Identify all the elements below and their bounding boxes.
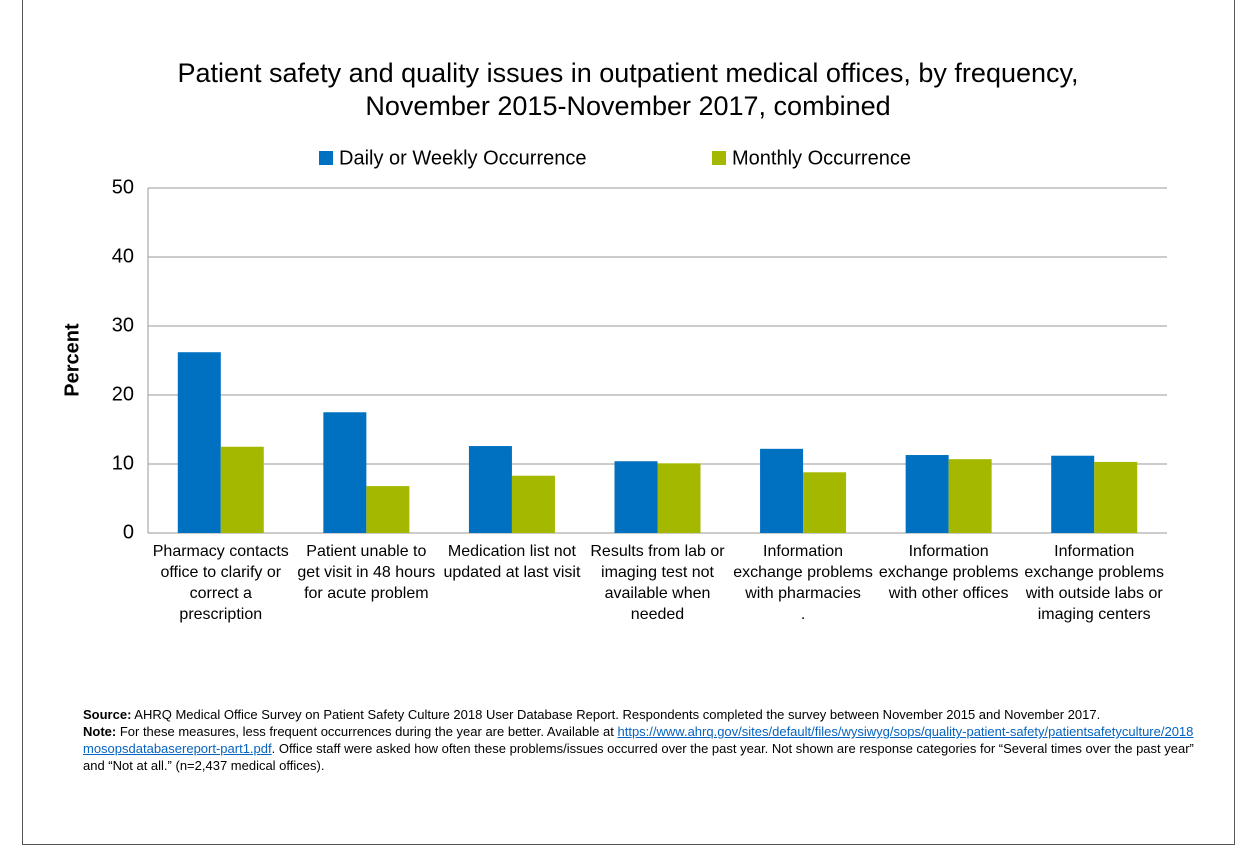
bar: [468, 446, 512, 533]
x-tick-label: Pharmacy contacts office to clarify or c…: [152, 543, 289, 623]
bar: [1051, 455, 1095, 533]
y-tick-label: 20: [112, 383, 134, 405]
legend-label: Monthly Occurrence: [732, 147, 911, 169]
bar: [177, 352, 221, 533]
bar: [366, 486, 410, 533]
bar: [614, 461, 658, 533]
source-label: Source:: [83, 707, 132, 722]
chart-title: Patient safety and quality issues in out…: [177, 58, 1078, 88]
bar: [323, 412, 367, 533]
bar: [1094, 461, 1138, 533]
legend-swatch: [712, 151, 726, 165]
x-tick-label: Patient unable to get visit in 48 hours …: [297, 543, 436, 602]
note-label: Note:: [83, 724, 117, 739]
legend-label: Daily or Weekly Occurrence: [339, 147, 586, 169]
link[interactable]: https://www.ahrq.gov/sites/default/files…: [83, 724, 1194, 756]
x-tick-label: Information exchange problems with other…: [878, 543, 1019, 602]
bar: [760, 448, 804, 533]
notes: Source: AHRQ Medical Office Survey on Pa…: [83, 706, 1203, 774]
legend-swatch: [319, 151, 333, 165]
bar: [905, 455, 949, 533]
bar: [803, 472, 847, 533]
note: Note: For these measures, less frequent …: [83, 723, 1203, 774]
chart-title: November 2015-November 2017, combined: [365, 91, 890, 121]
y-tick-label: 0: [123, 521, 134, 543]
x-tick-label: Information exchange problems with pharm…: [733, 543, 873, 623]
note-text: . Office staff were asked how often thes…: [83, 741, 1194, 773]
x-tick-label: Results from lab or imaging test not ava…: [590, 543, 725, 623]
frame: [22, 0, 1235, 845]
x-tick-label: Medication list not updated at last visi…: [443, 543, 581, 581]
source: Source: AHRQ Medical Office Survey on Pa…: [83, 706, 1203, 723]
y-tick-label: 50: [112, 176, 134, 198]
bar: [948, 459, 992, 533]
note-text: For these measures, less frequent occurr…: [116, 724, 618, 739]
bar: [657, 463, 701, 533]
source-text: AHRQ Medical Office Survey on Patient Sa…: [131, 707, 1101, 722]
y-tick-label: 10: [112, 452, 134, 474]
y-tick-label: 30: [112, 314, 134, 336]
y-axis-label: Percent: [61, 323, 83, 397]
x-tick-label: Information exchange problems with outsi…: [1024, 543, 1165, 623]
y-tick-label: 40: [112, 245, 134, 267]
bar: [511, 475, 555, 533]
bar: [220, 446, 264, 533]
